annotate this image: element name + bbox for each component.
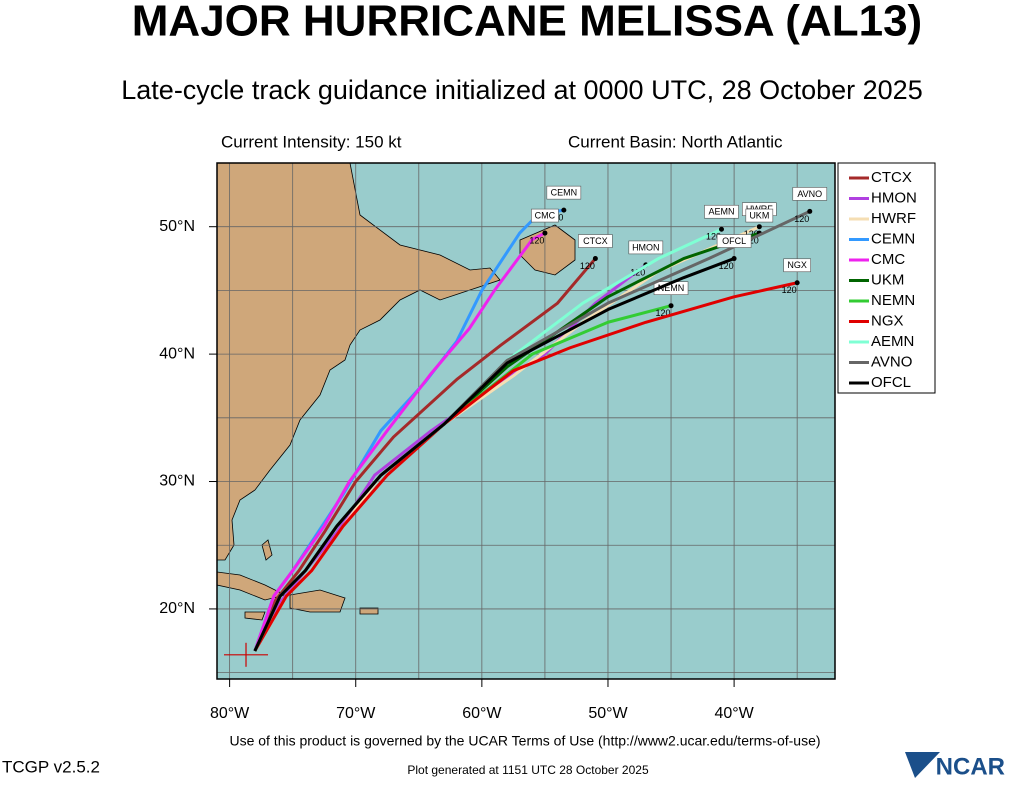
hour-label: 120 [744, 229, 759, 239]
track-label-box [628, 240, 664, 255]
legend-label: OFCL [871, 374, 911, 391]
legend-label: NGX [871, 312, 904, 329]
logo-mark [905, 752, 940, 778]
chart-title: MAJOR HURRICANE MELISSA (AL13) [132, 0, 922, 46]
y-tick-label: 40°N [159, 345, 195, 362]
track-label-box [546, 185, 582, 200]
legend-label: AVNO [871, 353, 912, 370]
x-tick-label: 40°W [714, 705, 754, 722]
generated: Plot generated at 1151 UTC 28 October 20… [407, 763, 649, 777]
track-label-box [716, 234, 752, 248]
track-label: UKM [749, 210, 769, 220]
track-end [592, 256, 598, 262]
track-label: NGX [787, 260, 807, 270]
intensity: Current Intensity: 150 kt [221, 132, 402, 151]
y-tick-label: 50°N [159, 218, 195, 235]
track-label: AEMN [708, 207, 734, 217]
track-end [668, 303, 674, 309]
footer: Use of this product is governed by the U… [229, 733, 820, 749]
legend-label: NEMN [871, 292, 915, 309]
legend-label: AEMN [871, 333, 914, 350]
track-end [542, 230, 548, 236]
track-end [756, 224, 762, 230]
version: TCGP v2.5.2 [2, 757, 100, 776]
track-label: CMC [535, 210, 556, 220]
tracks: CTCX120HMON120HWRF120CEMN120CMC120UKM120… [224, 185, 828, 667]
legend: CTCX HMON HWRF CEMN CMC UKM NEMN NGX AEMN AVNO OFC… [849, 169, 917, 391]
legend-label: CTCX [871, 169, 912, 186]
track-label: HMON [632, 242, 660, 252]
legend-label: CEMN [871, 230, 915, 247]
track-label: CEMN [551, 188, 578, 198]
basin: Current Basin: North Atlantic [568, 132, 783, 151]
legend-label: HMON [871, 189, 917, 206]
legend-label: HWRF [871, 210, 916, 227]
hour-label: 120 [719, 261, 734, 271]
track-label: OFCL [722, 236, 746, 246]
legend-label: UKM [871, 271, 904, 288]
y-tick-label: 30°N [159, 473, 195, 490]
legend-label: CMC [871, 251, 905, 268]
hour-label: 120 [706, 232, 721, 242]
x-tick-label: 70°W [336, 705, 376, 722]
track-label: AVNO [797, 189, 822, 199]
x-tick-label: 60°W [462, 705, 502, 722]
x-tick-label: 80°W [210, 705, 250, 722]
track-label-box [704, 204, 739, 219]
track-end [561, 207, 567, 213]
chart-subtitle: Late-cycle track guidance initialized at… [121, 75, 922, 105]
logo: NCAR [936, 753, 1005, 780]
track-label: NEMN [658, 283, 685, 293]
y-tick-label: 20°N [159, 600, 195, 617]
track-end [731, 256, 737, 262]
track-label-box [783, 258, 811, 273]
track [253, 231, 546, 652]
track-end [794, 280, 800, 286]
track-end [807, 208, 813, 214]
track [253, 257, 735, 652]
hour-label: 120 [656, 308, 671, 318]
hour-label: 120 [782, 285, 797, 295]
map-frame [216, 162, 836, 680]
track [253, 257, 597, 652]
track-end [718, 226, 724, 232]
grid [217, 163, 835, 679]
legend-box [837, 162, 936, 394]
track-label-box [578, 234, 613, 248]
x-tick-label: 50°W [588, 705, 628, 722]
hour-label: 120 [580, 261, 595, 271]
track-label-box [745, 208, 774, 223]
hour-label: 120 [529, 235, 544, 245]
hour-label: 120 [794, 214, 809, 224]
track-label: CTCX [583, 236, 608, 246]
track-label-box [531, 208, 559, 223]
track-label-box [792, 187, 828, 201]
